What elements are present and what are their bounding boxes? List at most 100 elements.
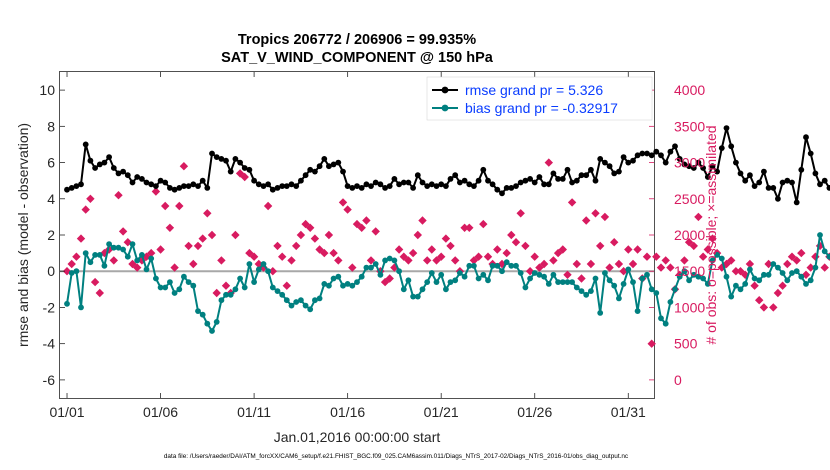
obs-assimilated-marker	[418, 216, 427, 225]
rmse-series-point	[120, 168, 126, 175]
y-right-tick-label: 1000	[674, 299, 705, 315]
bias-series-point	[96, 252, 103, 258]
rmse-series-point	[410, 185, 416, 191]
rmse-series-point	[218, 156, 225, 162]
obs-assimilated-marker	[161, 201, 170, 211]
rmse-series-point	[227, 168, 234, 175]
rmse-series-point	[162, 179, 169, 186]
x-axis-label: Jan.01,2016 00:00:00 start	[274, 429, 441, 445]
bias-series-point	[634, 308, 641, 314]
bias-series-point	[78, 304, 84, 311]
obs-assimilated-marker	[198, 234, 207, 243]
bias-series-point	[653, 290, 660, 296]
bias-series-point	[597, 310, 604, 316]
bias-series-point	[157, 284, 164, 291]
rmse-series-point	[803, 134, 809, 141]
rmse-series-point	[181, 183, 187, 190]
obs-assimilated-marker	[549, 256, 558, 265]
rmse-series-point	[330, 161, 337, 168]
obs-assimilated-marker	[474, 252, 483, 261]
bias-series-point	[167, 279, 173, 285]
rmse-series-point	[358, 185, 365, 191]
bias-series-point	[644, 271, 650, 278]
obs-assimilated-marker	[184, 241, 193, 251]
y-left-tick-label: 6	[47, 155, 55, 171]
rmse-series-point	[344, 183, 351, 190]
bias-series-point	[293, 299, 300, 305]
obs-assimilated-marker	[698, 252, 708, 261]
bias-series-point	[503, 259, 510, 266]
rmse-series-point	[274, 185, 281, 191]
y-left-tick-label: 0	[47, 263, 55, 279]
bias-series-point	[686, 277, 692, 284]
rmse-series-point	[96, 161, 103, 168]
rmse-series-point	[522, 177, 529, 184]
rmse-series-point	[171, 186, 178, 193]
rmse-series-point	[489, 181, 496, 188]
bias-series-point	[396, 268, 402, 275]
bias-series-point	[227, 291, 234, 298]
bias-series-point	[588, 288, 594, 294]
obs-assimilated-marker	[217, 256, 226, 265]
obs-assimilated-marker	[605, 263, 614, 272]
bias-series-point	[695, 273, 702, 280]
y-right-tick-label: 2500	[674, 191, 705, 207]
bias-series-point	[700, 275, 706, 282]
rmse-series-point	[616, 168, 622, 175]
rmse-series-point	[424, 183, 431, 190]
obs-assimilated-marker	[282, 281, 291, 290]
rmse-series-point	[405, 179, 412, 186]
rmse-series-point	[466, 181, 473, 188]
obs-assimilated-marker	[278, 252, 287, 261]
bias-series-point	[218, 297, 225, 304]
bias-series-point	[391, 257, 398, 264]
obs-assimilated-marker	[76, 234, 86, 243]
obs-assimilated-marker	[118, 227, 128, 236]
y-left-tick-label: -4	[43, 336, 56, 352]
bias-series-point	[499, 268, 505, 275]
bias-series-point	[545, 281, 552, 287]
bias-series-point	[288, 302, 295, 309]
bias-series-point	[461, 273, 468, 280]
obs-assimilated-marker	[170, 263, 179, 272]
obs-assimilated-marker	[764, 259, 773, 269]
obs-assimilated-marker	[338, 198, 348, 207]
rmse-series-point	[709, 163, 716, 170]
bias-series-point	[134, 257, 141, 264]
obs-assimilated-marker	[362, 216, 371, 225]
rmse-series-point	[302, 172, 309, 179]
rmse-series-point	[747, 172, 753, 179]
legend-rmse-marker	[441, 86, 449, 94]
bias-series-point	[606, 277, 613, 284]
bias-series-point	[246, 261, 253, 267]
bias-series-point	[120, 246, 126, 253]
bias-series-point	[447, 279, 454, 285]
rmse-series-point	[527, 176, 533, 182]
bias-series-point	[410, 293, 416, 300]
bias-series-point	[307, 306, 314, 313]
rmse-series-point	[606, 163, 613, 170]
obs-assimilated-marker	[451, 256, 460, 265]
bias-series-point	[658, 315, 664, 322]
rmse-series-point	[293, 183, 300, 190]
bias-series-point	[377, 271, 384, 278]
rmse-series-point	[143, 179, 150, 186]
bias-series-point	[298, 297, 304, 304]
rmse-series-point	[269, 186, 276, 193]
obs-assimilated-marker	[67, 259, 76, 269]
x-tick-label: 01/16	[330, 404, 365, 420]
bias-series-point	[779, 270, 786, 276]
rmse-series-point	[723, 125, 730, 131]
obs-assimilated-marker	[212, 288, 221, 298]
obs-assimilated-marker	[437, 252, 446, 261]
rmse-series-point	[396, 181, 402, 188]
rmse-series-point	[433, 183, 440, 190]
bias-series-point	[592, 275, 599, 282]
bias-series-point	[733, 282, 739, 289]
rmse-series-point	[602, 159, 608, 166]
obs-assimilated-marker	[820, 263, 829, 272]
obs-assimilated-marker	[521, 241, 530, 251]
rmse-series-point	[92, 165, 98, 171]
rmse-series-point	[400, 179, 407, 186]
rmse-series-point	[232, 156, 239, 162]
